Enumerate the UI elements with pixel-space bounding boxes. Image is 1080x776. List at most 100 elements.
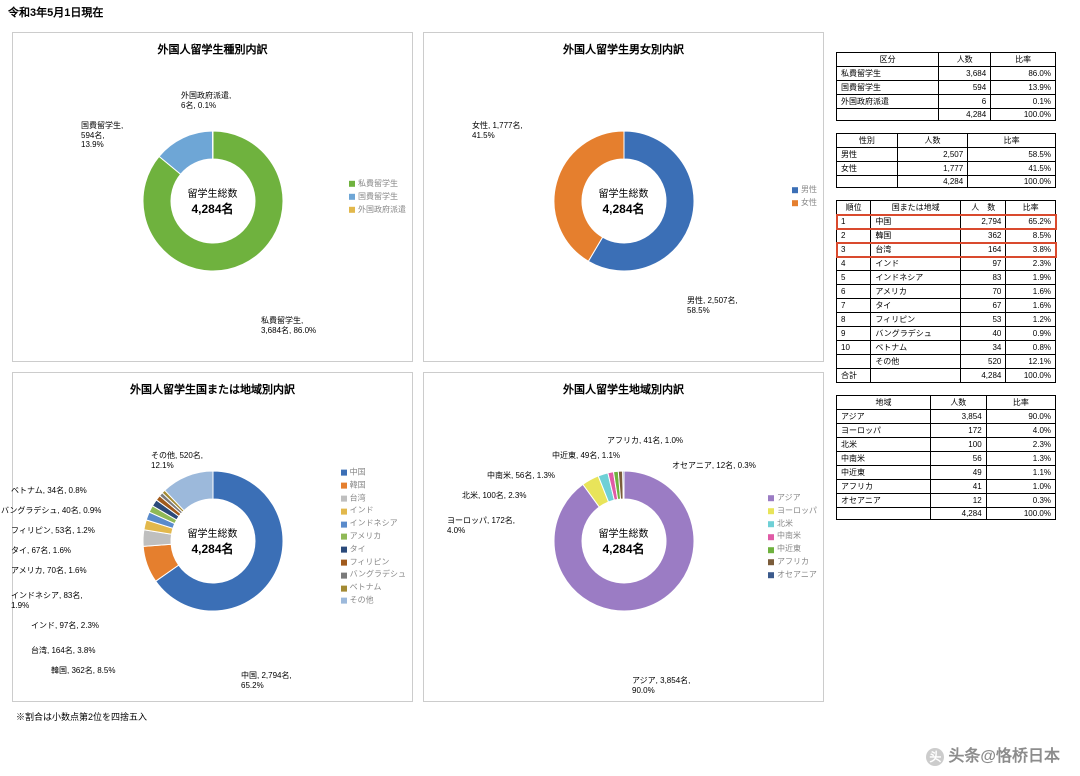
table-cell: アジア [837,410,931,424]
table-row: 4,284100.0% [837,176,1056,188]
table-row: アジア3,85490.0% [837,410,1056,424]
slice-callout: 私費留学生,3,684名, 86.0% [261,316,316,335]
donut-chart: 留学生総数4,284名 [118,106,308,296]
watermark-icon: 头 [926,748,944,766]
table-cell: オセアニア [837,494,931,508]
table-row: 10ベトナム340.8% [837,341,1056,355]
data-table-table3: 順位国または地域人 数比率1中国2,79465.2%2韓国3628.5%3台湾1… [836,200,1056,383]
legend-swatch [341,483,347,489]
legend-label: アフリカ [777,556,809,569]
table-header-cell: 国または地域 [871,201,961,215]
footnote: ※割合は小数点第2位を四捨五入 [8,702,828,731]
table-cell: 4.0% [986,424,1055,438]
data-table-table2: 性別人数比率男性2,50758.5%女性1,77741.5%4,284100.0… [836,133,1056,188]
table-cell [871,369,961,383]
table-cell: 1.0% [986,480,1055,494]
table-cell: 1.2% [1006,313,1056,327]
table-cell: 172 [930,424,986,438]
legend-swatch [349,181,355,187]
legend-item: その他 [341,595,406,608]
table-header-cell: 比率 [991,53,1056,67]
legend-swatch [349,207,355,213]
table-cell: 100.0% [991,109,1056,121]
table-cell: 1.3% [986,452,1055,466]
table-row: 北米1002.3% [837,438,1056,452]
table-row: アフリカ411.0% [837,480,1056,494]
table-cell: 0.9% [1006,327,1056,341]
legend-swatch [768,560,774,566]
legend-swatch [341,547,347,553]
table-cell: 6 [837,285,871,299]
legend-label: ヨーロッパ [777,505,817,518]
table-header-cell: 性別 [837,134,898,148]
table-cell: 私費留学生 [837,67,939,81]
table-cell: 2.3% [986,438,1055,452]
table-cell: 2,794 [961,215,1006,229]
table-cell: 0.3% [986,494,1055,508]
legend-label: 中国 [350,467,366,480]
table-cell: 女性 [837,162,898,176]
legend-item: 中南米 [768,531,817,544]
table-cell: 13.9% [991,81,1056,95]
legend-swatch [768,534,774,540]
legend-label: 北米 [777,518,793,531]
table-row: 国費留学生59413.9% [837,81,1056,95]
table-row: その他52012.1% [837,355,1056,369]
table-cell: 65.2% [1006,215,1056,229]
table-cell: 8.5% [1006,229,1056,243]
table-cell: 594 [939,81,991,95]
slice-callout: 中近東, 49名, 1.1% [552,451,620,461]
chart-panel-chart2: 外国人留学生男女別内訳留学生総数4,284名男性, 2,507名,58.5%女性… [423,32,824,362]
table-cell: 6 [939,95,991,109]
table-cell: 100.0% [1006,369,1056,383]
legend-label: 男性 [801,184,817,197]
table-row: 8フィリピン531.2% [837,313,1056,327]
chart-panel-chart1: 外国人留学生種別内訳留学生総数4,284名私費留学生,3,684名, 86.0%… [12,32,413,362]
legend-swatch [792,188,798,194]
legend-swatch [768,547,774,553]
chart-title: 外国人留学生国または地域別内訳 [21,381,404,397]
table-cell: 4,284 [939,109,991,121]
legend-label: インドネシア [350,518,398,531]
table-cell: 34 [961,341,1006,355]
table-cell: 67 [961,299,1006,313]
tables-column: 区分人数比率私費留学生3,68486.0%国費留学生59413.9%外国政府派遣… [836,32,1072,731]
table-row: 4,284100.0% [837,508,1056,520]
legend-label: タイ [350,543,366,556]
table-cell: 台湾 [871,243,961,257]
table-cell: 58.5% [968,148,1056,162]
table-cell: 53 [961,313,1006,327]
chart-title: 外国人留学生男女別内訳 [432,41,815,57]
watermark: 头头条@恪桥日本 [926,742,1060,766]
table-cell: 97 [961,257,1006,271]
table-cell: 中南米 [837,452,931,466]
slice-callout: 中南米, 56名, 1.3% [487,471,555,481]
table-cell: 12 [930,494,986,508]
slice-callout: ベトナム, 34名, 0.8% [11,486,87,496]
table-cell: 100.0% [968,176,1056,188]
table-cell: バングラデシュ [871,327,961,341]
legend-item: 男性 [792,184,817,197]
slice-callout: その他, 520名,12.1% [151,451,203,470]
legend-label: 国費留学生 [358,191,398,204]
legend-item: オセアニア [768,569,817,582]
legend-item: アジア [768,492,817,505]
table-cell: 520 [961,355,1006,369]
table-row: 男性2,50758.5% [837,148,1056,162]
legend-item: ヨーロッパ [768,505,817,518]
legend-swatch [768,521,774,527]
legend-label: 外国政府派遣 [358,203,406,216]
chart-legend: 男性女性 [792,184,817,210]
legend-label: バングラデシュ [350,569,406,582]
table-row: 私費留学生3,68486.0% [837,67,1056,81]
table-cell: 3,684 [939,67,991,81]
table-cell: 10 [837,341,871,355]
legend-item: 台湾 [341,492,406,505]
table-cell: アフリカ [837,480,931,494]
donut-center: 留学生総数4,284名 [188,525,238,557]
legend-label: 中近東 [777,543,801,556]
table-cell: 4,284 [897,176,968,188]
table-header-cell: 比率 [968,134,1056,148]
legend-swatch [341,534,347,540]
legend-label: 女性 [801,197,817,210]
